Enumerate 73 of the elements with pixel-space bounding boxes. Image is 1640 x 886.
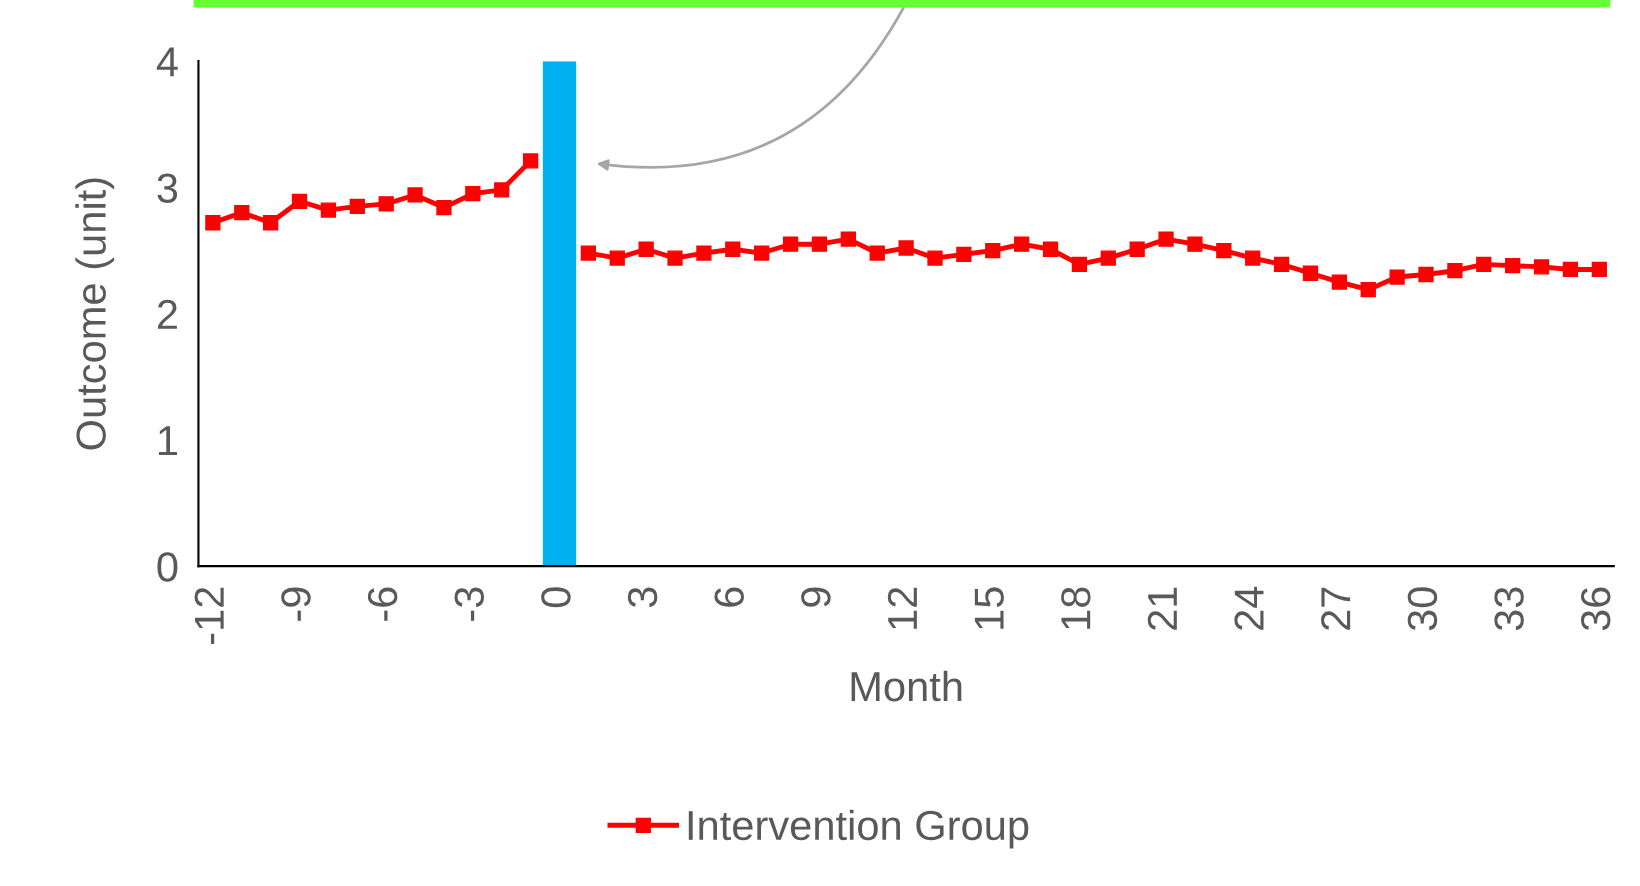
point <box>1591 261 1607 278</box>
point <box>638 241 654 257</box>
x-tick-label: 24 <box>1234 586 1264 630</box>
point <box>522 153 539 169</box>
point <box>234 205 250 221</box>
x-tick-label: 0 <box>541 587 571 608</box>
y-axis-title: Outcome (unit) <box>75 178 115 450</box>
point <box>1360 282 1376 298</box>
point <box>1476 256 1492 273</box>
point <box>291 193 308 209</box>
point <box>205 215 221 231</box>
point <box>494 182 510 198</box>
point <box>1533 259 1550 275</box>
point <box>1042 241 1059 257</box>
point <box>898 240 914 256</box>
y-tick-label: 4 <box>156 47 178 77</box>
x-tick-label: 21 <box>1147 587 1177 630</box>
x-axis-title: Month <box>851 670 962 702</box>
point <box>1129 241 1145 257</box>
point <box>1389 269 1405 285</box>
point <box>1100 250 1116 266</box>
x-tick-label: 33 <box>1494 587 1524 631</box>
point <box>927 250 943 266</box>
legend-label: Intervention Group <box>688 809 1029 849</box>
point <box>609 250 625 266</box>
point <box>263 215 279 231</box>
x-tick-label: 18 <box>1061 587 1091 629</box>
x-tick-label: 27 <box>1321 587 1351 630</box>
point <box>1562 261 1579 278</box>
point <box>378 196 394 212</box>
point <box>985 242 1001 259</box>
point <box>840 231 856 247</box>
y-tick-label: 0 <box>157 552 178 582</box>
point <box>1505 258 1521 274</box>
x-tick-label: -9 <box>281 587 311 621</box>
y-tick-label: 1 <box>159 426 177 455</box>
point <box>725 241 741 257</box>
point <box>349 198 365 214</box>
point <box>320 202 337 218</box>
x-tick-label: 9 <box>801 587 831 607</box>
x-tick-label: -3 <box>454 587 485 621</box>
point <box>407 187 423 203</box>
point <box>1331 274 1348 290</box>
x-tick-label: 15 <box>974 587 1004 629</box>
point <box>956 246 972 262</box>
point <box>1273 256 1290 273</box>
x-tick-label: 12 <box>887 587 917 629</box>
point <box>1187 236 1203 252</box>
point <box>1418 266 1434 283</box>
point <box>1447 263 1463 279</box>
point <box>1245 250 1261 266</box>
point <box>869 245 885 261</box>
point <box>436 199 452 216</box>
x-tick-label: 36 <box>1581 587 1611 631</box>
y-tick-label: 3 <box>157 173 178 203</box>
point <box>580 245 597 261</box>
point <box>696 245 712 261</box>
x-tick-label: 30 <box>1407 587 1438 631</box>
x-tick-label: 6 <box>714 587 744 607</box>
point <box>667 250 683 266</box>
x-tick-label: -6 <box>367 587 398 621</box>
point <box>1216 242 1232 259</box>
point <box>782 236 799 252</box>
x-tick-label: 3 <box>627 587 658 608</box>
point <box>1158 231 1174 247</box>
point <box>754 245 770 261</box>
point <box>465 186 481 202</box>
y-tick-label: 2 <box>157 299 177 329</box>
point <box>1302 265 1319 281</box>
point <box>811 236 828 252</box>
point <box>1071 256 1088 273</box>
point <box>1013 236 1030 252</box>
x-tick-label: -12 <box>194 587 224 644</box>
